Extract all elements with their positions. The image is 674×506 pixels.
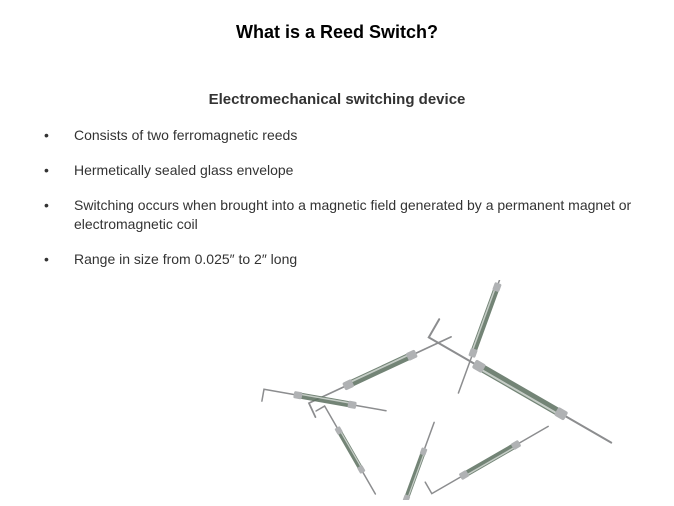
reed-switch-illustration [260, 280, 620, 500]
list-item: Range in size from 0.025″ to 2″ long [40, 250, 634, 269]
reed-switch-icon [426, 319, 620, 447]
reed-switch-icon [455, 280, 526, 398]
list-item: Switching occurs when brought into a mag… [40, 196, 634, 234]
list-item: Hermetically sealed glass envelope [40, 161, 634, 180]
page-title: What is a Reed Switch? [0, 0, 674, 43]
subtitle: Electromechanical switching device [0, 91, 674, 108]
list-item: Consists of two ferromagnetic reeds [40, 126, 634, 145]
reed-switch-icon [307, 333, 457, 417]
reed-switch-icon [316, 405, 378, 499]
bullet-list: Consists of two ferromagnetic reeds Herm… [0, 126, 674, 268]
reed-switch-icon [262, 386, 387, 423]
reed-switch-icon [425, 415, 550, 497]
